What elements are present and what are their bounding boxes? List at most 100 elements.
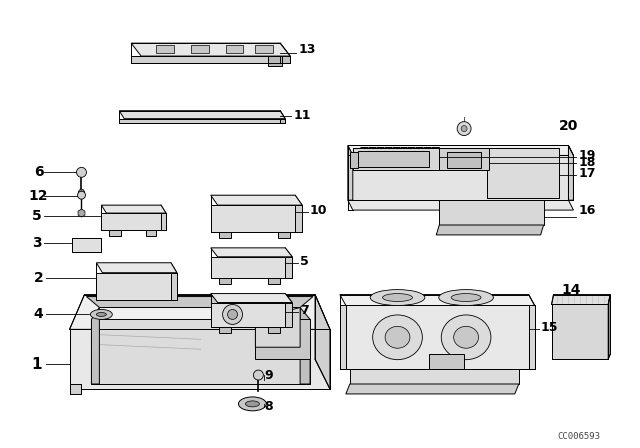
Polygon shape xyxy=(346,384,519,394)
Ellipse shape xyxy=(372,315,422,360)
Polygon shape xyxy=(315,294,330,389)
Polygon shape xyxy=(340,306,346,369)
Ellipse shape xyxy=(90,310,112,319)
Circle shape xyxy=(77,168,86,177)
Polygon shape xyxy=(97,263,177,273)
Polygon shape xyxy=(278,232,290,238)
Polygon shape xyxy=(300,307,310,384)
Text: 8: 8 xyxy=(264,401,273,414)
Circle shape xyxy=(228,310,237,319)
Ellipse shape xyxy=(441,315,491,360)
Polygon shape xyxy=(268,327,280,333)
Polygon shape xyxy=(119,111,285,119)
Polygon shape xyxy=(268,278,280,284)
Polygon shape xyxy=(348,155,568,200)
Ellipse shape xyxy=(454,326,479,348)
Polygon shape xyxy=(350,369,519,384)
Polygon shape xyxy=(255,319,310,359)
Text: 13: 13 xyxy=(298,43,316,56)
Polygon shape xyxy=(353,148,439,170)
Text: 17: 17 xyxy=(579,167,596,180)
Polygon shape xyxy=(70,294,330,329)
Polygon shape xyxy=(161,213,166,230)
Polygon shape xyxy=(285,257,292,278)
Text: 4: 4 xyxy=(34,307,44,321)
Circle shape xyxy=(253,370,263,380)
Text: 1: 1 xyxy=(32,357,42,372)
Polygon shape xyxy=(211,257,285,278)
Polygon shape xyxy=(340,294,534,306)
Polygon shape xyxy=(280,119,285,123)
Polygon shape xyxy=(268,56,282,66)
Polygon shape xyxy=(295,205,302,232)
Polygon shape xyxy=(255,307,300,347)
Polygon shape xyxy=(348,146,573,155)
Polygon shape xyxy=(436,225,543,235)
Polygon shape xyxy=(429,354,464,369)
Polygon shape xyxy=(552,294,610,305)
Polygon shape xyxy=(487,148,559,198)
Polygon shape xyxy=(191,45,209,53)
Polygon shape xyxy=(131,43,290,56)
Circle shape xyxy=(457,122,471,136)
Polygon shape xyxy=(255,45,273,53)
Polygon shape xyxy=(211,205,295,232)
Ellipse shape xyxy=(370,289,425,306)
Polygon shape xyxy=(439,200,543,225)
Polygon shape xyxy=(608,294,610,359)
Text: 7: 7 xyxy=(300,304,309,317)
Ellipse shape xyxy=(383,293,412,302)
Polygon shape xyxy=(101,213,161,230)
Text: 5: 5 xyxy=(32,209,42,223)
Text: 5: 5 xyxy=(300,255,309,268)
Polygon shape xyxy=(348,200,573,210)
Text: 3: 3 xyxy=(32,236,42,250)
Polygon shape xyxy=(171,273,177,300)
Polygon shape xyxy=(92,307,99,384)
Polygon shape xyxy=(211,302,285,327)
Text: 18: 18 xyxy=(579,156,596,169)
Circle shape xyxy=(223,305,243,324)
Polygon shape xyxy=(219,278,230,284)
Text: 6: 6 xyxy=(34,165,44,179)
Polygon shape xyxy=(119,119,280,123)
Polygon shape xyxy=(97,273,171,300)
Polygon shape xyxy=(156,45,174,53)
Polygon shape xyxy=(225,45,243,53)
Polygon shape xyxy=(529,306,534,369)
Polygon shape xyxy=(211,195,302,205)
Text: 12: 12 xyxy=(29,189,48,203)
Polygon shape xyxy=(552,305,608,359)
Text: 19: 19 xyxy=(579,149,596,162)
Polygon shape xyxy=(211,293,292,302)
Polygon shape xyxy=(70,329,330,389)
Circle shape xyxy=(77,191,86,199)
Text: 11: 11 xyxy=(293,109,310,122)
Polygon shape xyxy=(70,384,81,394)
Polygon shape xyxy=(219,232,230,238)
Text: 9: 9 xyxy=(264,369,273,382)
Polygon shape xyxy=(211,248,292,257)
Polygon shape xyxy=(348,146,353,200)
Ellipse shape xyxy=(451,293,481,302)
Polygon shape xyxy=(285,302,292,327)
Polygon shape xyxy=(72,238,101,252)
Text: 10: 10 xyxy=(310,203,328,216)
Polygon shape xyxy=(131,56,280,63)
Ellipse shape xyxy=(439,289,493,306)
Polygon shape xyxy=(109,230,121,236)
Ellipse shape xyxy=(385,326,410,348)
Polygon shape xyxy=(447,152,481,168)
Polygon shape xyxy=(340,306,529,369)
Ellipse shape xyxy=(246,401,259,407)
Polygon shape xyxy=(439,148,489,170)
Polygon shape xyxy=(101,205,166,213)
Circle shape xyxy=(461,125,467,132)
Polygon shape xyxy=(568,146,573,200)
Polygon shape xyxy=(92,319,310,384)
Ellipse shape xyxy=(97,312,106,316)
Polygon shape xyxy=(350,152,358,168)
Polygon shape xyxy=(280,56,290,63)
Polygon shape xyxy=(219,327,230,333)
Text: 16: 16 xyxy=(579,203,596,216)
